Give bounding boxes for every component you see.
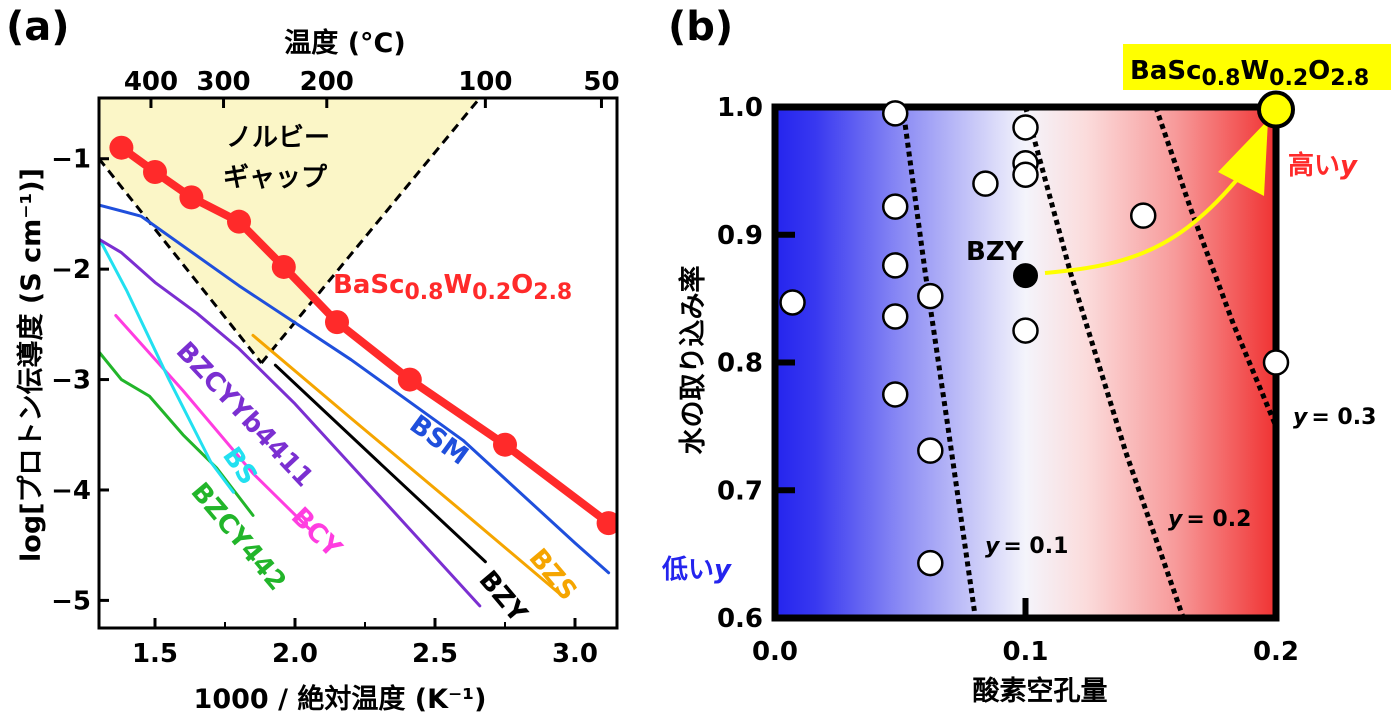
data-point — [1012, 317, 1039, 344]
y-tick-label: −5 — [51, 586, 91, 616]
panel-b-heatmap — [775, 107, 1276, 618]
panel-a-ticks: 1.5 2.0 2.5 3.0 −1 −2 −3 −4 −5 400 300 200 100 50 — [51, 67, 619, 669]
x-tick-label: 0.0 — [752, 637, 798, 667]
y-tick-label: −3 — [51, 366, 91, 396]
norby-gap-label-line2: ギャップ — [223, 163, 328, 193]
x-tick-label: 0.2 — [1253, 637, 1299, 667]
norby-gap-right-boundary — [260, 97, 481, 364]
panel-a-series-group — [99, 135, 617, 608]
series-line-bzs — [251, 333, 563, 597]
high-y-label: 高いy — [1288, 150, 1358, 181]
label-bzs: BZS — [523, 543, 583, 606]
top-tick-label: 100 — [458, 67, 512, 97]
panel-b-points — [779, 90, 1295, 577]
data-point — [881, 381, 909, 408]
panel-a-y-axis-label: log[プロトン伝導度 (S cm⁻¹)] — [15, 168, 47, 562]
data-point — [917, 282, 944, 310]
x-tick-label: 0.1 — [1002, 637, 1048, 667]
contour-label-0-2: y = 0.2 — [1168, 507, 1251, 532]
improvement-arrow-curve — [1044, 146, 1264, 275]
y-tick-label: 0.6 — [717, 604, 763, 634]
series-line-bzy — [273, 363, 487, 564]
panel-a-top-axis-label: 温度 (°C) — [284, 27, 405, 59]
target-point — [1257, 90, 1295, 129]
label-bs: BS — [216, 442, 263, 491]
panel-b-ticks: 0.0 0.1 0.2 0.6 0.7 0.8 0.9 1.0 — [717, 93, 1299, 667]
series-line-bzcyyb4411 — [99, 237, 482, 608]
panel-b-y-axis-label: 水の取り込み率 — [677, 266, 709, 455]
norby-gap-left-boundary — [97, 157, 263, 364]
y-tick-label: −4 — [51, 476, 91, 506]
bzy-point-label: BZY — [966, 237, 1025, 267]
top-tick-label: 300 — [196, 67, 250, 97]
panel-b-label: (b) — [668, 4, 733, 50]
data-point — [917, 549, 944, 577]
contour-label-0-1: y = 0.1 — [985, 534, 1068, 559]
label-basc-w-a: BaSc0.8W0.2O2.8 — [333, 270, 572, 305]
improvement-arrow-head — [1218, 120, 1268, 196]
top-tick-label: 50 — [583, 67, 619, 97]
data-point-basc-w-4 — [271, 254, 296, 279]
x-tick-label: 1.5 — [132, 639, 178, 669]
x-tick-label: 2.0 — [272, 639, 318, 669]
y-tick-label: −1 — [51, 145, 91, 175]
target-label-box — [1123, 44, 1391, 90]
data-point-basc-w-3 — [227, 209, 251, 234]
y-tick-label: 1.0 — [717, 93, 763, 123]
data-point — [881, 252, 909, 279]
norby-gap-region — [99, 98, 480, 363]
data-point — [972, 170, 999, 197]
y-tick-label: −2 — [51, 255, 91, 285]
panel-b: (b) 0.0 0.1 0.2 0.6 0.7 0.8 0.9 1.0 酸素空孔量 水の取り込… — [661, 4, 1391, 707]
target-label: BaSc0.8W0.2O2.8 — [1130, 56, 1369, 91]
y-tick-label: 0.7 — [717, 476, 763, 506]
data-point — [881, 303, 909, 330]
data-point — [881, 100, 909, 127]
contour-line-1 — [900, 107, 978, 618]
data-point — [779, 289, 806, 316]
label-bzy-a: BZY — [473, 565, 534, 629]
series-line-bsm — [99, 203, 611, 575]
data-point — [917, 437, 944, 464]
norby-gap-label-line1: ノルビー — [226, 123, 330, 153]
panel-a-label: (a) — [6, 4, 70, 50]
top-tick-label: 200 — [300, 67, 354, 97]
data-point-basc-w-6 — [397, 367, 422, 392]
data-point — [1262, 349, 1290, 376]
data-point — [881, 193, 909, 220]
contour-line-3 — [1153, 107, 1276, 428]
data-point — [1012, 161, 1039, 188]
x-tick-label: 3.0 — [552, 639, 598, 669]
low-y-label: 低いy — [661, 555, 732, 585]
data-point-basc-w-2 — [179, 185, 204, 210]
y-tick-label: 0.8 — [717, 349, 763, 379]
panel-a-frame — [97, 96, 619, 630]
series-line-bcy — [114, 314, 311, 531]
contour-line-2 — [1023, 107, 1186, 618]
panel-a: (a) 温度 (°C) 1000 / 絶対温度 (K⁻¹) log[プロトン伝導… — [6, 4, 620, 715]
x-tick-label: 2.5 — [412, 639, 458, 669]
data-point-basc-w-8 — [596, 511, 617, 536]
panel-b-x-axis-label: 酸素空孔量 — [973, 675, 1108, 707]
label-bcy: BCY — [285, 502, 348, 565]
y-tick-label: 0.9 — [717, 221, 763, 251]
bzy-point — [1013, 263, 1038, 289]
data-point-basc-w-1 — [143, 159, 167, 184]
panel-b-contours — [900, 107, 1276, 618]
top-tick-label: 400 — [124, 67, 178, 97]
data-point — [1012, 114, 1039, 141]
data-point-basc-w-0 — [109, 135, 134, 160]
panel-a-x-axis-label: 1000 / 絶対温度 (K⁻¹) — [194, 683, 487, 715]
series-line-bs — [99, 236, 235, 494]
contour-label-0-3: y = 0.3 — [1293, 405, 1376, 430]
data-point-basc-w-7 — [493, 432, 517, 457]
data-point — [1129, 202, 1157, 229]
data-point-basc-w-5 — [325, 310, 349, 335]
